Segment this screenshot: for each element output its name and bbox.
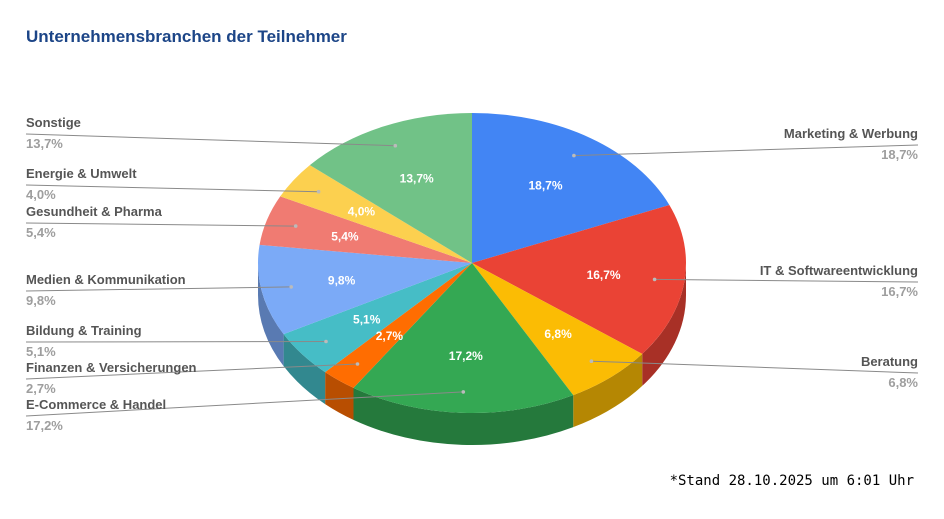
slice-value-label: 18,7%: [528, 179, 562, 193]
category-label-e-commerce-and-handel: E-Commerce & Handel: [26, 397, 166, 412]
leader-line: [25, 286, 292, 292]
leader-line: [25, 222, 296, 227]
slice-marketing-and-werbung[interactable]: [472, 113, 670, 263]
category-label-marketing-and-werbung: Marketing & Werbung: [784, 126, 918, 141]
chart-title: Unternehmensbranchen der Teilnehmer: [26, 27, 347, 46]
category-label-beratung: Beratung: [861, 354, 918, 369]
category-percent-e-commerce-and-handel: 17,2%: [26, 418, 63, 433]
category-percent-marketing-and-werbung: 18,7%: [881, 147, 918, 162]
leader-line: [25, 391, 464, 417]
leader-dot: [461, 390, 466, 394]
slice-value-label: 5,1%: [353, 313, 381, 327]
category-label-energie-and-umwelt: Energie & Umwelt: [26, 166, 137, 181]
slice-value-label: 16,7%: [587, 268, 621, 282]
slice-sonstige[interactable]: [309, 113, 472, 263]
category-percent-beratung: 6,8%: [888, 375, 918, 390]
category-percent-medien-and-kommunikation: 9,8%: [26, 293, 56, 308]
slice-medien-and-kommunikation[interactable]: [258, 244, 472, 335]
category-label-bildung-and-training: Bildung & Training: [26, 323, 142, 338]
category-percent-gesundheit-and-pharma: 5,4%: [26, 225, 56, 240]
slice-side-medien-and-kommunikation: [258, 263, 284, 367]
leader-dot: [355, 362, 360, 366]
slice-gesundheit-and-pharma[interactable]: [259, 196, 472, 263]
slice-finanzen-and-versicherungen[interactable]: [325, 263, 472, 388]
category-percent-energie-and-umwelt: 4,0%: [26, 187, 56, 202]
leader-line: [25, 363, 358, 380]
leader-line: [25, 184, 319, 193]
slice-value-label: 6,8%: [544, 327, 572, 341]
category-percent-it-and-softwareentwicklung: 16,7%: [881, 284, 918, 299]
leader-line: [573, 144, 919, 157]
slice-beratung[interactable]: [472, 263, 643, 396]
slice-side-bildung-and-training: [283, 334, 326, 405]
leader-line: [25, 341, 327, 343]
category-label-medien-and-kommunikation: Medien & Kommunikation: [26, 272, 186, 287]
leader-line: [591, 360, 919, 374]
slice-value-label: 17,2%: [449, 349, 483, 363]
leader-dot: [289, 285, 294, 289]
slice-value-label: 9,8%: [328, 273, 356, 287]
slice-e-commerce-and-handel[interactable]: [353, 263, 574, 413]
leader-dot: [589, 359, 594, 364]
leader-line: [25, 133, 396, 147]
leader-dot: [293, 224, 298, 228]
slice-value-label: 2,7%: [376, 329, 404, 343]
category-label-sonstige: Sonstige: [26, 115, 81, 130]
slice-energie-and-umwelt[interactable]: [280, 165, 472, 263]
slice-value-label: 4,0%: [348, 205, 376, 219]
leader-dot: [324, 339, 328, 344]
leader-dot: [316, 189, 321, 194]
leader-dot: [652, 277, 657, 282]
category-percent-sonstige: 13,7%: [26, 136, 63, 151]
footnote: *Stand 28.10.2025 um 6:01 Uhr: [669, 473, 914, 489]
slice-value-label: 13,7%: [400, 172, 434, 186]
slice-it-and-softwareentwicklung[interactable]: [472, 204, 686, 354]
category-label-it-and-softwareentwicklung: IT & Softwareentwicklung: [760, 263, 918, 278]
category-label-finanzen-and-versicherungen: Finanzen & Versicherungen: [26, 360, 197, 375]
slice-side-e-commerce-and-handel: [353, 387, 574, 445]
slice-side-finanzen-and-versicherungen: [325, 372, 354, 420]
leader-dot: [572, 153, 576, 158]
leader-line: [654, 278, 919, 283]
leader-dot: [393, 143, 398, 148]
slice-side-it-and-softwareentwicklung: [642, 263, 686, 386]
slice-side-beratung: [573, 353, 643, 428]
slice-bildung-and-training[interactable]: [283, 263, 472, 373]
slice-value-label: 5,4%: [331, 229, 359, 243]
category-percent-bildung-and-training: 5,1%: [26, 344, 56, 359]
category-label-gesundheit-and-pharma: Gesundheit & Pharma: [26, 204, 163, 219]
category-percent-finanzen-and-versicherungen: 2,7%: [26, 381, 56, 396]
